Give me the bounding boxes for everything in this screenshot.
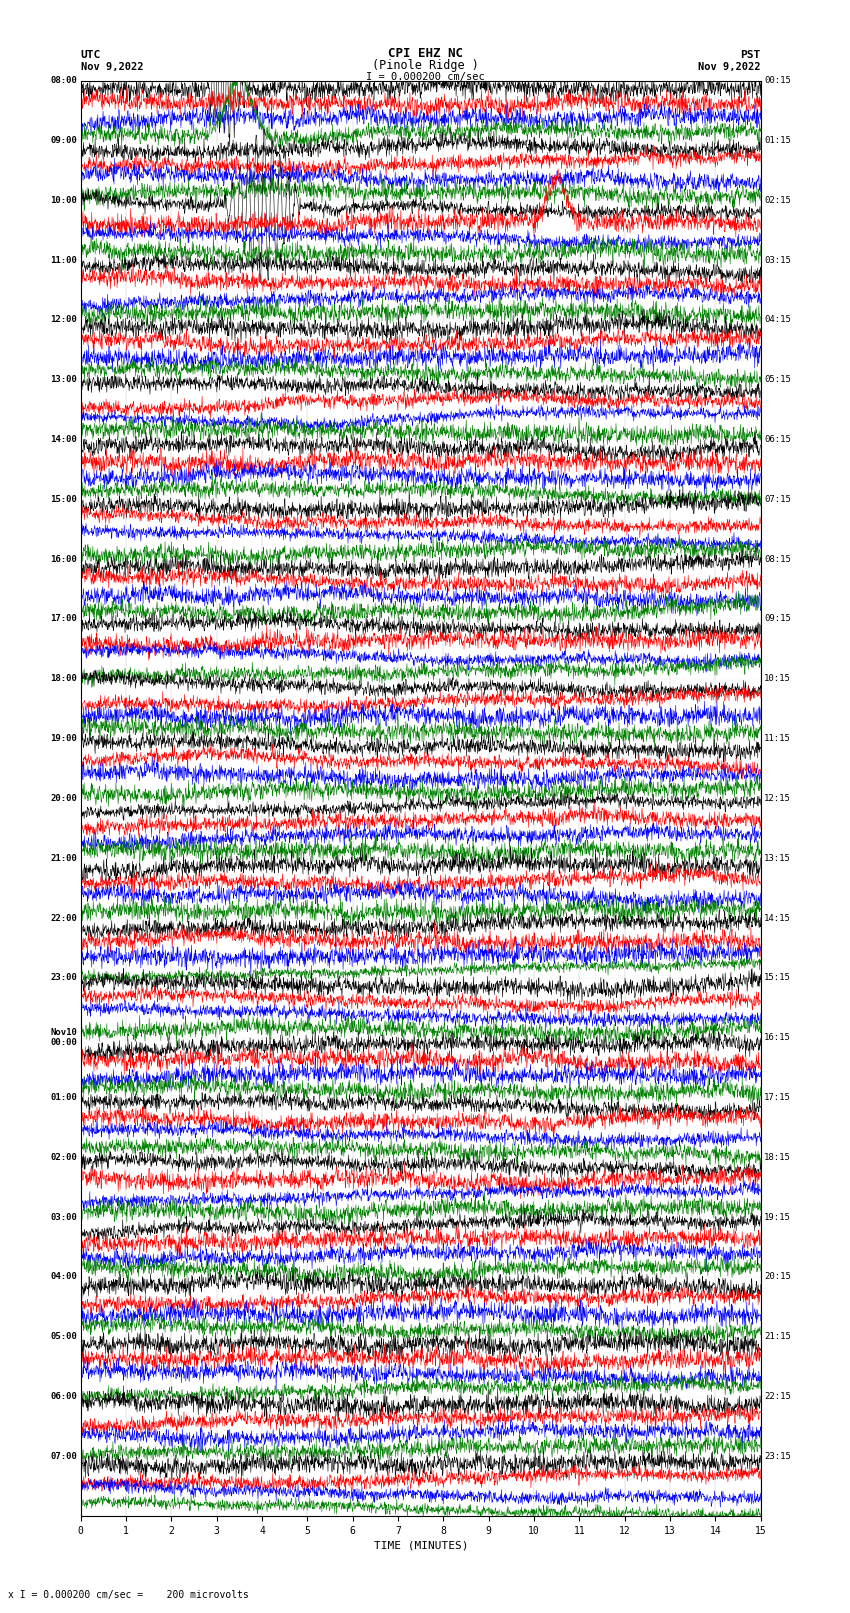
- Text: 11:00: 11:00: [50, 255, 77, 265]
- Text: 10:00: 10:00: [50, 195, 77, 205]
- Text: 11:15: 11:15: [764, 734, 791, 744]
- Text: 15:15: 15:15: [764, 973, 791, 982]
- Text: Nov 9,2022: Nov 9,2022: [698, 61, 761, 71]
- Text: 01:00: 01:00: [50, 1094, 77, 1102]
- Text: 05:15: 05:15: [764, 376, 791, 384]
- Text: 02:00: 02:00: [50, 1153, 77, 1161]
- Text: PST: PST: [740, 50, 761, 60]
- Text: 20:15: 20:15: [764, 1273, 791, 1281]
- Text: 07:15: 07:15: [764, 495, 791, 503]
- Text: 14:15: 14:15: [764, 913, 791, 923]
- Text: 03:00: 03:00: [50, 1213, 77, 1221]
- Text: 21:15: 21:15: [764, 1332, 791, 1342]
- Text: 06:00: 06:00: [50, 1392, 77, 1402]
- X-axis label: TIME (MINUTES): TIME (MINUTES): [373, 1540, 468, 1550]
- Text: CPI EHZ NC: CPI EHZ NC: [388, 47, 462, 60]
- Text: 12:15: 12:15: [764, 794, 791, 803]
- Text: 14:00: 14:00: [50, 436, 77, 444]
- Text: 01:15: 01:15: [764, 135, 791, 145]
- Text: 20:00: 20:00: [50, 794, 77, 803]
- Text: 00:15: 00:15: [764, 76, 791, 85]
- Text: 06:15: 06:15: [764, 436, 791, 444]
- Text: UTC: UTC: [81, 50, 101, 60]
- Text: 09:15: 09:15: [764, 615, 791, 624]
- Text: 23:15: 23:15: [764, 1452, 791, 1461]
- Text: x I = 0.000200 cm/sec =    200 microvolts: x I = 0.000200 cm/sec = 200 microvolts: [8, 1590, 249, 1600]
- Text: 08:15: 08:15: [764, 555, 791, 563]
- Text: 05:00: 05:00: [50, 1332, 77, 1342]
- Text: 17:00: 17:00: [50, 615, 77, 624]
- Text: 03:15: 03:15: [764, 255, 791, 265]
- Text: 22:15: 22:15: [764, 1392, 791, 1402]
- Text: 15:00: 15:00: [50, 495, 77, 503]
- Text: 16:00: 16:00: [50, 555, 77, 563]
- Text: 16:15: 16:15: [764, 1034, 791, 1042]
- Text: 19:15: 19:15: [764, 1213, 791, 1221]
- Text: 12:00: 12:00: [50, 316, 77, 324]
- Text: 02:15: 02:15: [764, 195, 791, 205]
- Text: 18:15: 18:15: [764, 1153, 791, 1161]
- Text: I = 0.000200 cm/sec: I = 0.000200 cm/sec: [366, 73, 484, 82]
- Text: 07:00: 07:00: [50, 1452, 77, 1461]
- Text: 22:00: 22:00: [50, 913, 77, 923]
- Text: (Pinole Ridge ): (Pinole Ridge ): [371, 58, 479, 71]
- Text: 19:00: 19:00: [50, 734, 77, 744]
- Text: 13:00: 13:00: [50, 376, 77, 384]
- Text: 13:15: 13:15: [764, 853, 791, 863]
- Text: Nov 9,2022: Nov 9,2022: [81, 61, 144, 71]
- Text: 21:00: 21:00: [50, 853, 77, 863]
- Text: 04:00: 04:00: [50, 1273, 77, 1281]
- Text: 04:15: 04:15: [764, 316, 791, 324]
- Text: Nov10
00:00: Nov10 00:00: [50, 1027, 77, 1047]
- Text: 23:00: 23:00: [50, 973, 77, 982]
- Text: 18:00: 18:00: [50, 674, 77, 684]
- Text: 10:15: 10:15: [764, 674, 791, 684]
- Text: 17:15: 17:15: [764, 1094, 791, 1102]
- Text: 09:00: 09:00: [50, 135, 77, 145]
- Text: 08:00: 08:00: [50, 76, 77, 85]
